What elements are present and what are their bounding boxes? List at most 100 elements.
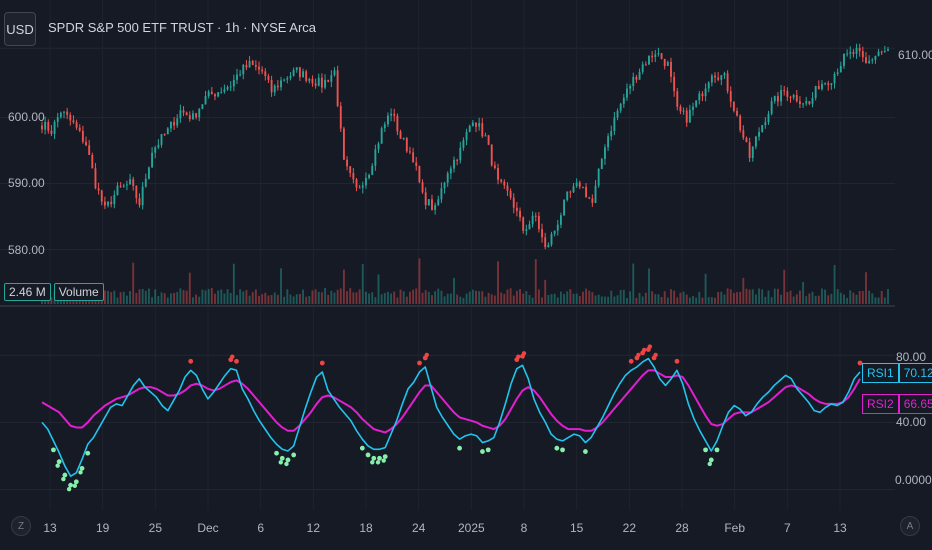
volume-bar <box>616 295 619 304</box>
candle-body <box>298 67 301 78</box>
candle-body <box>852 52 855 54</box>
oversold-marker <box>381 458 386 463</box>
candle-body <box>770 101 773 114</box>
candle-body <box>676 91 679 107</box>
volume-bar <box>453 277 455 304</box>
volume-bar <box>660 297 663 304</box>
candle-body <box>616 110 619 118</box>
volume-bar <box>242 291 245 304</box>
volume-bar <box>506 289 509 304</box>
volume-bar <box>424 290 427 304</box>
volume-bar <box>767 290 770 304</box>
candle-body <box>732 101 735 111</box>
candle-body <box>380 128 383 144</box>
volume-bar <box>572 293 575 304</box>
oversold-marker <box>55 463 60 468</box>
volume-bar <box>666 297 669 304</box>
candle-body <box>550 234 553 245</box>
oversold-marker <box>583 449 588 454</box>
candle-body <box>786 91 789 97</box>
oversold-marker <box>78 470 83 475</box>
rsi-tick-label: 0.0000 <box>895 473 932 487</box>
volume-bar <box>383 292 386 304</box>
candle-body <box>179 110 182 119</box>
candle-body <box>97 188 100 191</box>
candle-body <box>585 187 588 198</box>
volume-bar <box>544 279 547 304</box>
candle-body <box>418 166 421 183</box>
volume-bar <box>868 290 871 304</box>
volume-bar <box>742 277 745 304</box>
oversold-marker <box>68 482 74 488</box>
volume-bar <box>575 293 578 304</box>
candle-body <box>192 113 194 120</box>
candle-body <box>698 93 701 101</box>
candle-body <box>484 135 487 137</box>
volume-bar <box>569 289 572 304</box>
candle-body <box>210 91 213 95</box>
volume-bar <box>764 296 767 304</box>
candle-body <box>261 69 264 72</box>
candle-body <box>792 95 795 98</box>
volume-bar <box>302 289 304 304</box>
time-tick-label: 2025 <box>458 521 485 535</box>
candle-body <box>383 124 386 129</box>
volume-bar <box>217 290 220 304</box>
candle-body <box>509 190 512 198</box>
oversold-marker <box>371 455 377 461</box>
volume-bar <box>431 295 433 304</box>
volume-bar <box>754 294 757 304</box>
candle-body <box>855 47 858 54</box>
volume-bar <box>374 297 377 304</box>
candle-body <box>673 76 676 92</box>
oversold-marker <box>62 472 68 478</box>
volume-bar <box>663 291 666 304</box>
candle-body <box>497 168 499 180</box>
volume-bar <box>497 261 499 304</box>
candle-body <box>607 136 610 148</box>
zoom-button[interactable]: Z <box>11 516 31 536</box>
volume-bar <box>336 289 339 304</box>
volume-bar <box>795 294 798 304</box>
rsi2-tag: RSI2 66.65 <box>862 394 932 414</box>
volume-bar <box>629 291 632 304</box>
candle-body <box>808 101 811 104</box>
candle-body <box>629 86 632 89</box>
volume-bar <box>151 297 154 304</box>
volume-bar <box>541 297 543 304</box>
volume-bar <box>537 289 540 304</box>
candle-body <box>226 87 229 90</box>
volume-bar <box>833 264 836 304</box>
volume-bar <box>556 297 559 304</box>
volume-bar <box>874 297 877 304</box>
candle-body <box>569 191 572 193</box>
volume-bar <box>632 263 635 304</box>
volume-bar <box>871 293 874 304</box>
candle-body <box>739 115 742 131</box>
candle-body <box>799 101 801 104</box>
volume-bar <box>320 292 323 304</box>
volume-bar <box>563 293 566 304</box>
volume-bar <box>553 293 556 304</box>
rsi2-name: RSI2 <box>862 394 899 414</box>
volume-bar <box>610 290 613 304</box>
candle-body <box>843 53 845 66</box>
candle-body <box>333 70 336 76</box>
volume-legend[interactable]: 2.46 M Volume <box>4 283 104 301</box>
volume-bar <box>276 294 279 304</box>
candle-body <box>581 186 584 188</box>
volume-bar <box>113 290 116 304</box>
candle-body <box>795 95 798 102</box>
oversold-marker <box>279 455 285 461</box>
volume-bar <box>858 290 861 304</box>
candle-body <box>745 137 748 143</box>
candle-body <box>648 55 650 65</box>
volume-bar <box>594 295 597 304</box>
overbought-marker <box>636 352 641 358</box>
auto-scale-button[interactable]: A <box>900 516 920 536</box>
volume-bar <box>449 293 452 304</box>
overbought-marker <box>516 354 521 359</box>
currency-button[interactable]: USD <box>4 12 36 46</box>
volume-bar <box>270 295 273 304</box>
